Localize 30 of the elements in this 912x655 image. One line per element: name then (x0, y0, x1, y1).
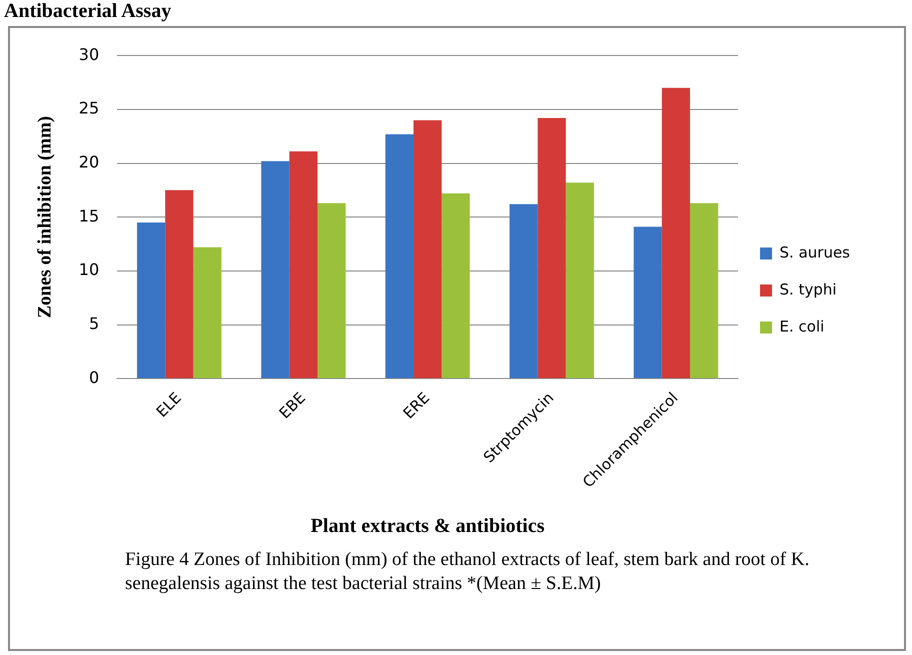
y-tick-label: 0 (88, 368, 100, 387)
bar (289, 151, 318, 378)
legend-label: S. typhi (780, 280, 837, 298)
bar (193, 247, 222, 378)
y-tick-label: 25 (78, 98, 100, 118)
bar (538, 118, 566, 378)
bar (690, 203, 718, 378)
bar (442, 193, 470, 378)
bar (261, 161, 290, 378)
x-axis-title: Plant extracts & antibiotics (310, 515, 545, 538)
y-tick-label: 10 (78, 260, 100, 280)
legend-label: E. coli (780, 317, 824, 336)
bar (662, 88, 690, 378)
chart-title: Antibacterial Assay (4, 0, 172, 23)
caption: Figure 4 Zones of Inhibition (mm) of the ethanol extracts of leaf, stem bark and root of K. senegalensis against the test bacterial strains *(Mean ± S.E.M) (125, 548, 810, 596)
bar (137, 222, 166, 378)
x-tick-label: ELE (152, 388, 185, 421)
y-tick-label: 15 (78, 206, 100, 226)
y-tick-label: 20 (78, 152, 100, 172)
y-tick-label: 30 (78, 44, 100, 64)
bar (510, 204, 538, 378)
bar (165, 190, 194, 378)
bar (566, 182, 594, 378)
legend-label: S. aurues (780, 243, 850, 262)
y-axis-title: Zones of inhibition (mm) (34, 116, 56, 318)
bar (634, 226, 662, 378)
bar (414, 120, 442, 378)
bar (317, 203, 346, 378)
bar (385, 134, 414, 378)
y-tick-label: 5 (88, 314, 100, 333)
